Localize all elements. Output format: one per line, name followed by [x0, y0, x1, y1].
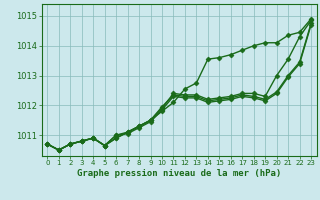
X-axis label: Graphe pression niveau de la mer (hPa): Graphe pression niveau de la mer (hPa) [77, 169, 281, 178]
